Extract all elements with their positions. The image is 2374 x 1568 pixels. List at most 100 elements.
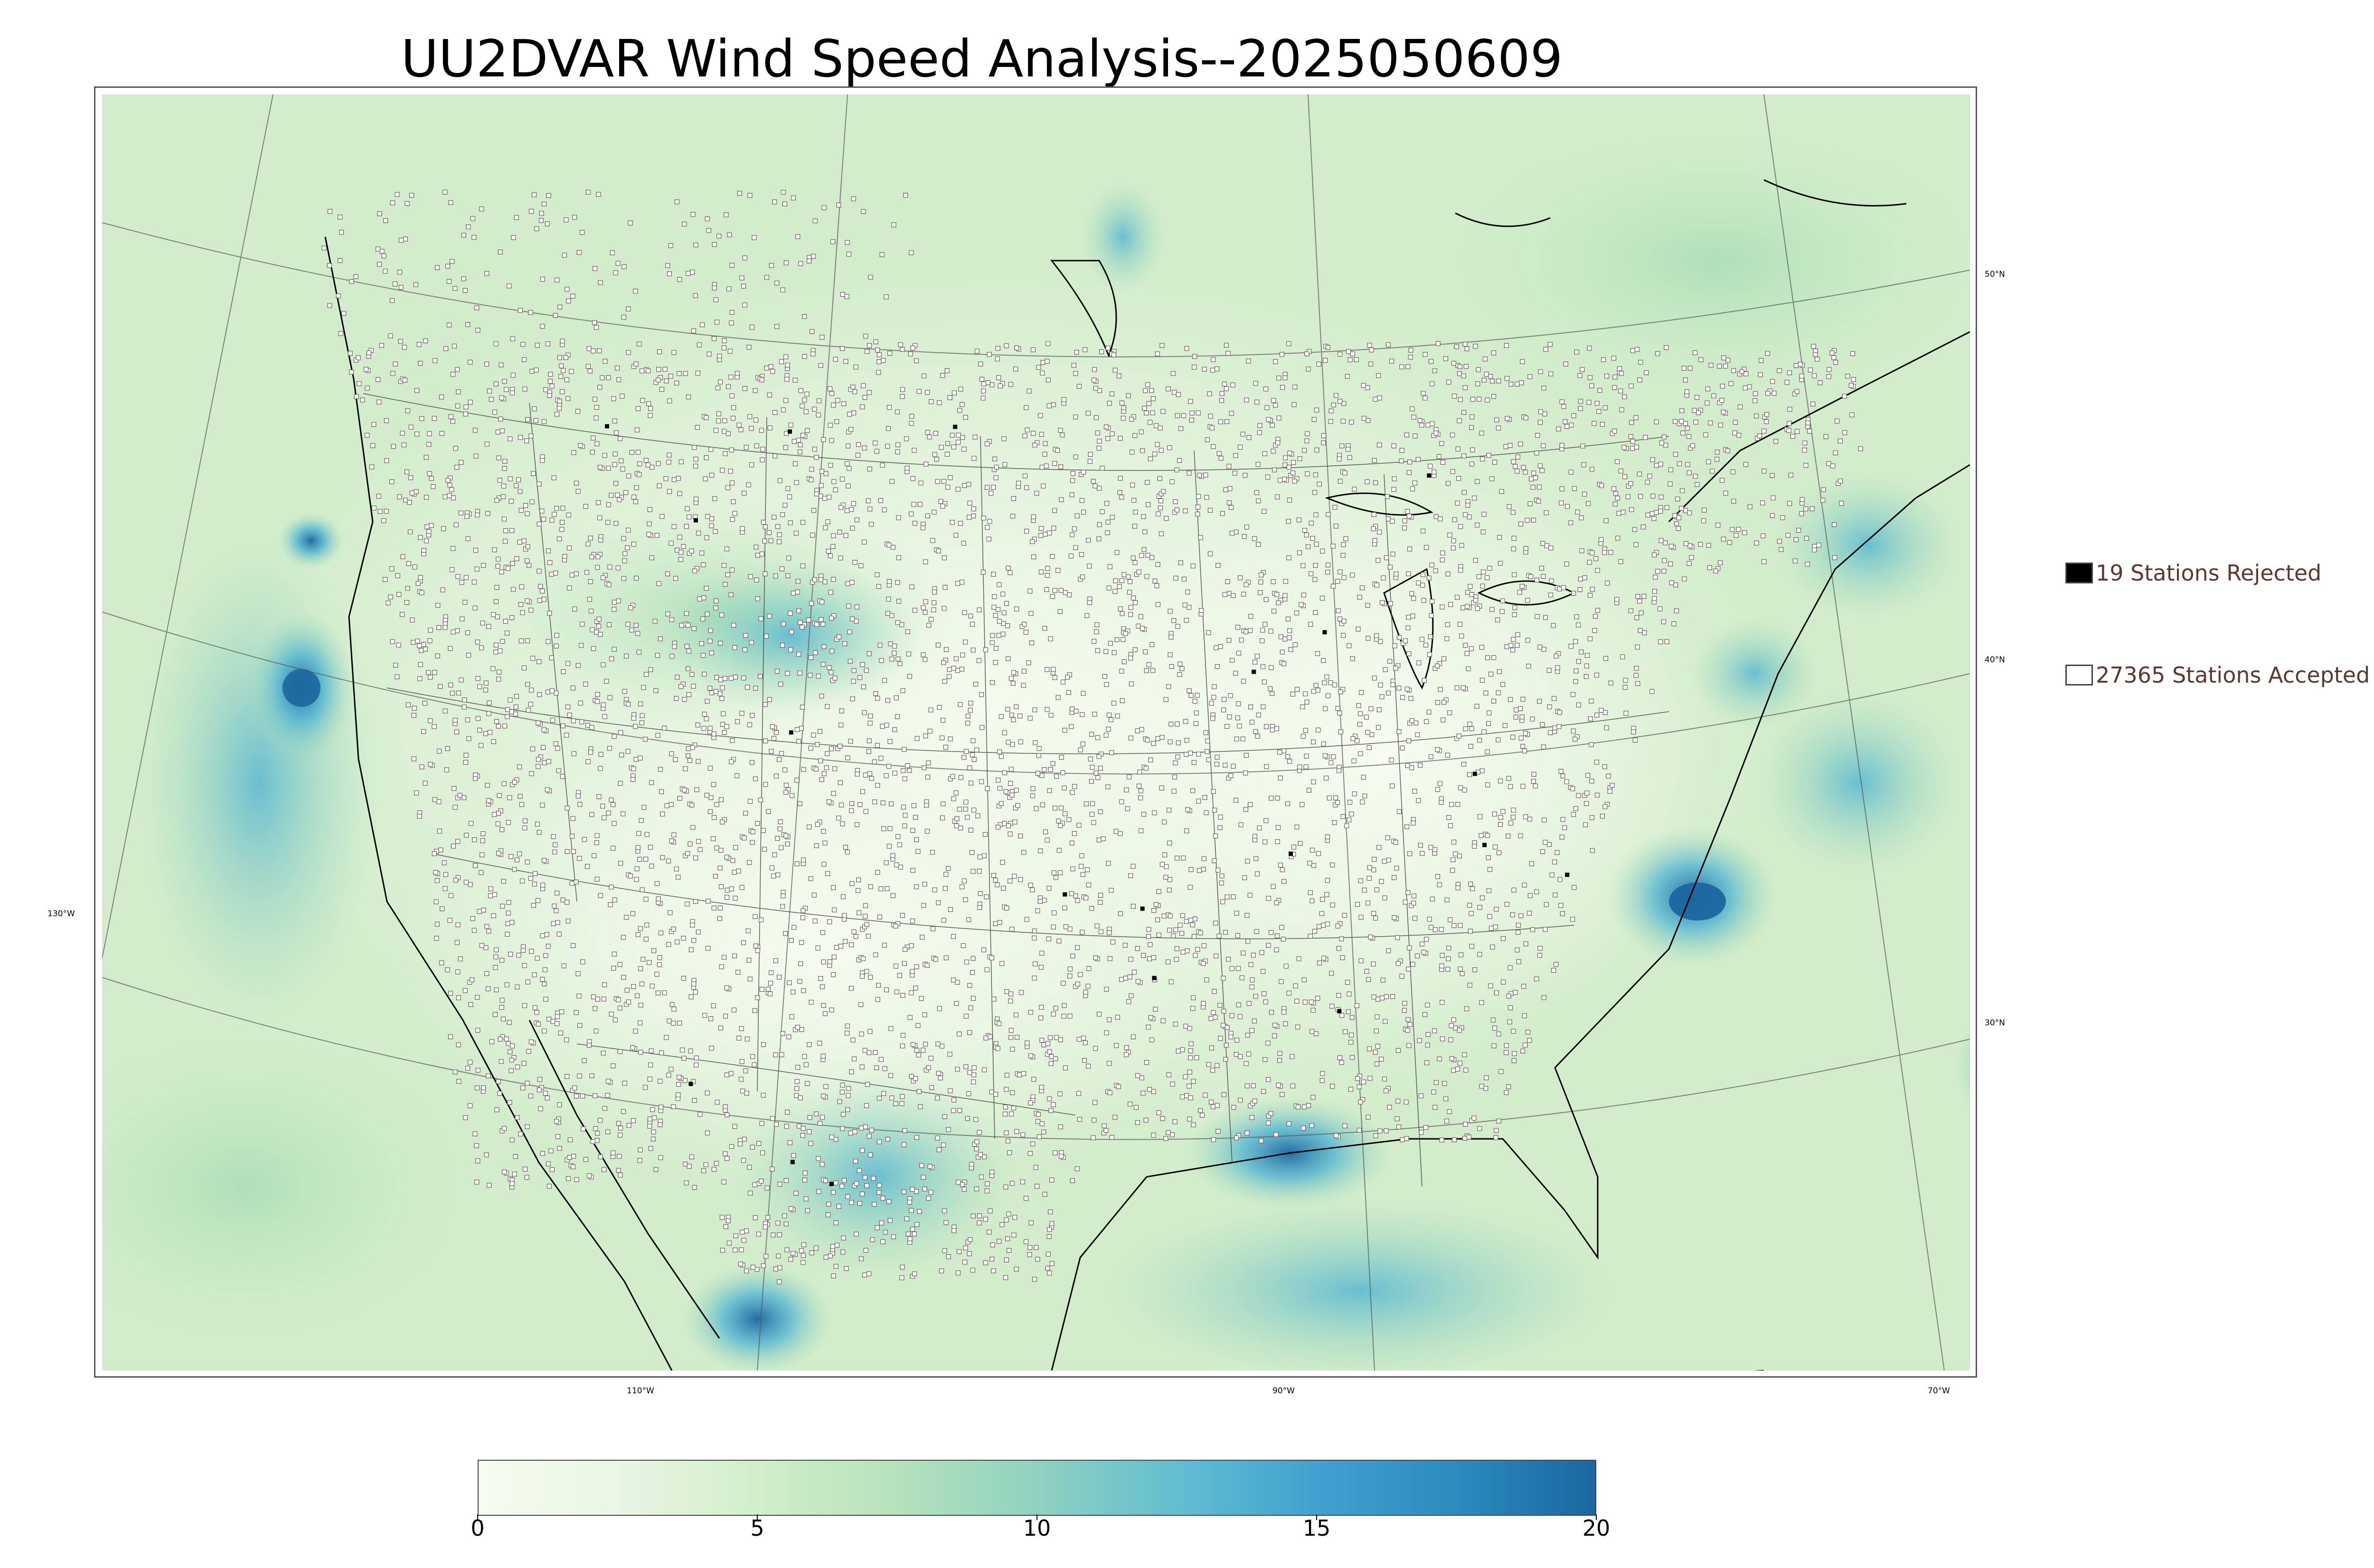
station-accepted-marker [1203,730,1208,735]
station-accepted-marker [1145,553,1150,558]
station-accepted-marker [945,441,951,446]
station-accepted-marker [665,263,670,268]
station-accepted-marker [1440,1036,1445,1042]
station-accepted-marker [968,1005,973,1011]
station-accepted-marker [912,448,917,453]
station-accepted-marker [1416,660,1422,666]
station-accepted-marker [1263,818,1269,823]
station-accepted-marker [505,566,511,571]
station-accepted-marker [1176,740,1181,745]
station-accepted-marker [859,1064,865,1070]
station-accepted-marker [1158,498,1163,504]
station-accepted-marker [648,1062,653,1068]
station-accepted-marker [1292,479,1297,484]
station-accepted-marker [1451,545,1456,551]
station-accepted-marker [813,767,819,772]
station-accepted-marker [1018,877,1023,882]
station-accepted-marker [1515,469,1520,474]
station-accepted-marker [1154,902,1159,907]
station-accepted-marker [672,644,677,649]
station-accepted-marker [1014,345,1019,350]
station-accepted-marker [760,447,765,452]
station-accepted-marker [676,1092,681,1098]
station-accepted-marker [1201,856,1206,861]
station-accepted-marker [1273,1132,1279,1137]
station-accepted-marker [1804,535,1809,541]
station-accepted-marker [839,708,844,714]
station-accepted-marker [993,646,999,651]
station-accepted-marker [862,913,868,919]
station-accepted-marker [983,647,989,652]
station-accepted-marker [1054,774,1059,779]
station-accepted-marker [470,216,476,221]
station-accepted-marker [654,533,659,538]
station-accepted-marker [480,831,486,836]
station-accepted-marker [886,763,892,769]
station-accepted-marker [1262,991,1267,996]
station-accepted-marker [1687,366,1693,371]
station-accepted-marker [913,1076,918,1081]
station-accepted-marker [1140,626,1145,631]
station-accepted-marker [1151,1089,1156,1094]
station-accepted-marker [960,402,965,407]
station-accepted-marker [1342,470,1347,476]
station-accepted-marker [796,739,801,744]
station-accepted-marker [1163,697,1168,702]
station-accepted-marker [1752,391,1758,396]
station-accepted-marker [1759,358,1764,363]
station-accepted-marker [841,401,847,406]
station-accepted-marker [1531,517,1536,523]
wind-speed-map[interactable] [102,94,1970,1371]
station-accepted-marker [1685,462,1690,467]
station-accepted-marker [1630,439,1635,444]
station-accepted-marker [1390,994,1395,999]
station-accepted-marker [1258,579,1263,585]
station-accepted-marker [1429,613,1434,618]
station-accepted-marker [1299,602,1304,607]
station-accepted-marker [1203,472,1208,478]
station-accepted-marker [1382,1076,1387,1082]
station-accepted-marker [467,1060,473,1065]
station-accepted-marker [1110,431,1115,436]
station-accepted-marker [828,553,833,559]
station-accepted-marker [1787,501,1792,506]
station-accepted-marker [1372,856,1377,862]
station-accepted-marker [1210,1068,1215,1073]
station-accepted-marker [1067,1014,1073,1019]
station-accepted-marker [1343,536,1348,542]
station-accepted-marker [1596,409,1602,414]
station-accepted-marker [1215,664,1220,669]
map-panel[interactable] [94,86,1977,1378]
station-accepted-marker [1261,704,1266,709]
station-accepted-marker [657,955,662,960]
station-accepted-marker [876,352,882,357]
station-accepted-marker [909,1208,914,1213]
station-accepted-marker [417,676,423,681]
station-accepted-marker [763,1254,769,1259]
station-accepted-marker [850,526,855,531]
station-accepted-marker [1275,825,1281,830]
station-accepted-marker [918,480,923,486]
station-accepted-marker [1472,844,1477,849]
station-accepted-marker [1485,575,1490,581]
station-accepted-marker [566,298,571,304]
station-accepted-marker [1247,892,1253,898]
station-markers[interactable] [321,189,1863,1285]
station-accepted-marker [1462,341,1468,347]
station-accepted-marker [414,388,420,393]
station-accepted-marker [1317,924,1322,929]
station-accepted-marker [1248,962,1253,967]
station-accepted-marker [658,767,663,772]
station-accepted-marker [612,951,617,957]
station-accepted-marker [1594,672,1599,678]
station-accepted-marker [1027,1151,1033,1156]
station-accepted-marker [894,989,899,995]
station-accepted-marker [985,380,991,385]
station-accepted-marker [1325,563,1330,568]
station-accepted-marker [739,275,744,281]
station-accepted-marker [631,542,636,547]
station-accepted-marker [1330,583,1336,589]
station-accepted-marker [1290,692,1295,697]
station-accepted-marker [623,490,629,495]
station-accepted-marker [731,1007,737,1013]
